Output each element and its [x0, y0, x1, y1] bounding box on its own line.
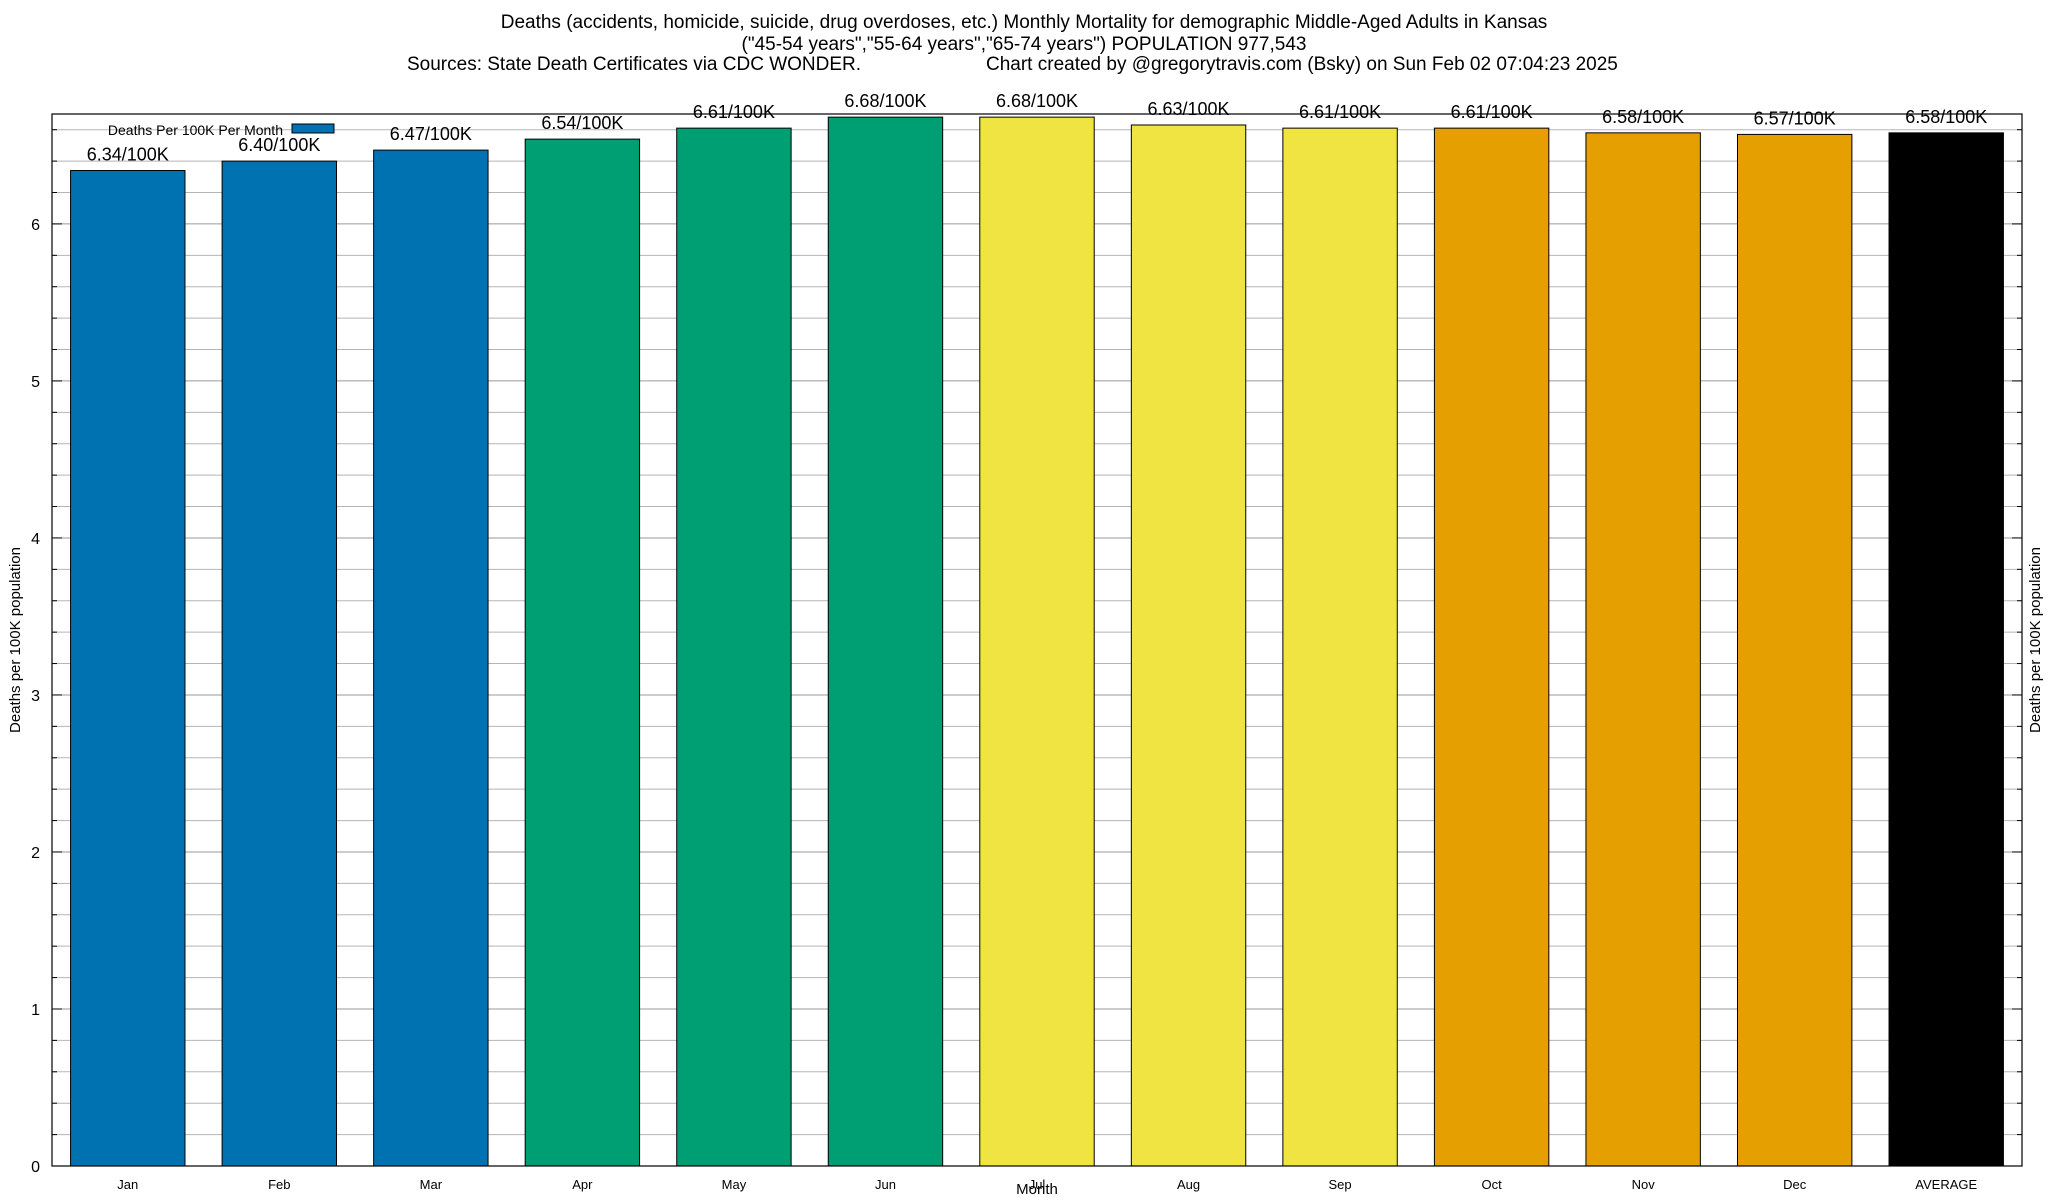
- x-tick-label: Sep: [1329, 1177, 1352, 1192]
- x-tick-label: AVERAGE: [1915, 1177, 1977, 1192]
- data-label: 6.54/100K: [541, 113, 623, 133]
- bar-average: [1888, 132, 2004, 1167]
- data-label: 6.34/100K: [87, 145, 169, 165]
- data-label: 6.63/100K: [1147, 99, 1229, 119]
- x-tick-label: Jan: [117, 1177, 138, 1192]
- y-tick-label: 6: [31, 217, 40, 234]
- chart-credit: Chart created by @gregorytravis.com (Bsk…: [986, 54, 1618, 75]
- x-tick-label: Dec: [1783, 1177, 1807, 1192]
- bar-jun: [827, 116, 944, 1167]
- legend-label: Deaths Per 100K Per Month: [108, 122, 283, 138]
- y-tick-label: 0: [31, 1159, 40, 1176]
- data-label: 6.61/100K: [693, 102, 775, 122]
- axis-ticks: 0 1 2 3 4 5 6: [31, 129, 2022, 1176]
- data-label: 6.40/100K: [238, 135, 320, 155]
- x-tick-label: Mar: [420, 1177, 443, 1192]
- bar-jul: [979, 116, 1095, 1167]
- y-axis-label: Deaths per 100K population: [7, 547, 24, 733]
- plot-frame: [51, 113, 2023, 1167]
- x-tick-label: Aug: [1177, 1177, 1200, 1192]
- data-label: 6.58/100K: [1905, 107, 1987, 127]
- y-tick-label: 5: [31, 374, 40, 391]
- bar-oct: [1433, 127, 1550, 1167]
- bar-jan: [70, 170, 186, 1167]
- x-tick-label: Nov: [1632, 1177, 1656, 1192]
- bar-may: [676, 127, 792, 1167]
- x-tick-label: Jun: [875, 1177, 896, 1192]
- bar-sep: [1282, 127, 1398, 1167]
- x-tick-label: Jul: [1029, 1177, 1046, 1192]
- chart-title: Deaths (accidents, homicide, suicide, dr…: [500, 12, 1548, 33]
- chart-sources: Sources: State Death Certificates via CD…: [407, 54, 862, 75]
- bars: [70, 116, 2004, 1167]
- data-label: 6.68/100K: [996, 91, 1078, 111]
- data-label: 6.61/100K: [1299, 102, 1381, 122]
- y-tick-label: 1: [31, 1002, 40, 1019]
- x-tick-label: May: [722, 1177, 747, 1192]
- data-label: 6.47/100K: [390, 124, 472, 144]
- y-tick-label: 2: [31, 845, 40, 862]
- data-label: 6.68/100K: [844, 91, 926, 111]
- bar-nov: [1585, 132, 1701, 1167]
- bar-apr: [524, 138, 641, 1167]
- data-label: 6.58/100K: [1602, 107, 1684, 127]
- bar-feb: [221, 160, 338, 1167]
- chart-subtitle: ("45-54 years","55-64 years","65-74 year…: [741, 34, 1307, 55]
- bar-dec: [1736, 133, 1853, 1167]
- legend: Deaths Per 100K Per Month: [108, 122, 335, 138]
- data-label: 6.57/100K: [1754, 108, 1836, 128]
- x-tick-label: Feb: [268, 1177, 290, 1192]
- y-tick-label: 4: [31, 531, 40, 548]
- bar-aug: [1130, 124, 1247, 1167]
- data-labels: 6.34/100K Jan 6.40/100K Feb 6.47/100K Mar 6.54…: [87, 91, 1988, 1192]
- data-label: 6.61/100K: [1451, 102, 1533, 122]
- y-tick-label: 3: [31, 688, 40, 705]
- y-axis-label-right: Deaths per 100K population: [2027, 547, 2044, 733]
- x-axis-label: Month: [1016, 1181, 1058, 1198]
- bar-mar: [373, 149, 489, 1167]
- x-tick-label: Oct: [1481, 1177, 1502, 1192]
- x-tick-label: Apr: [572, 1177, 593, 1192]
- legend-swatch: [291, 123, 335, 134]
